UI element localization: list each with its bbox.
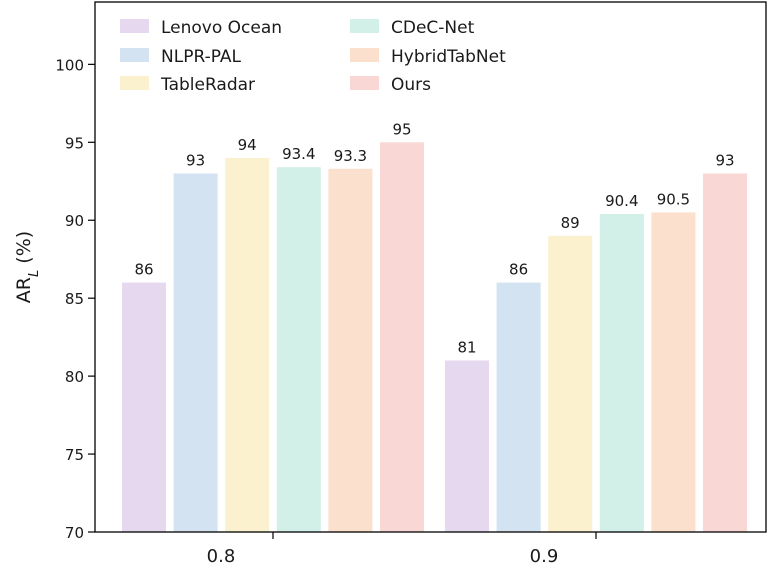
bar xyxy=(328,168,373,532)
legend-swatch xyxy=(350,76,379,90)
x-tick-label: 0.9 xyxy=(530,546,559,567)
bar xyxy=(599,214,644,532)
y-axis-label-sub: L xyxy=(27,270,42,277)
bar-value-label: 86 xyxy=(134,261,153,279)
legend-label: CDeC-Net xyxy=(391,18,475,38)
bar-value-label: 90.4 xyxy=(605,192,638,210)
plot-frame xyxy=(94,1,767,533)
legend-label: HybridTabNet xyxy=(391,47,506,67)
bar-value-label: 93.4 xyxy=(282,145,315,163)
legend-label: NLPR-PAL xyxy=(161,47,241,67)
bar-value-label: 95 xyxy=(392,120,411,138)
y-tick-label: 90 xyxy=(65,212,84,230)
y-axis: 70 75 80 85 90 95 100 xyxy=(55,56,95,542)
y-axis-label-main: AR xyxy=(13,277,35,303)
legend-label: TableRadar xyxy=(160,75,255,95)
bar-value-label: 89 xyxy=(561,214,580,232)
bar-value-label: 81 xyxy=(457,339,476,357)
bar xyxy=(225,157,270,532)
legend: Lenovo Ocean NLPR-PAL TableRadar CDeC-Net Hy… xyxy=(120,18,506,95)
x-axis: 0.8 0.9 xyxy=(207,532,597,567)
x-tick-label: 0.8 xyxy=(207,546,236,567)
bar xyxy=(380,142,424,532)
y-tick-label: 85 xyxy=(65,290,84,308)
bars-layer xyxy=(122,142,747,533)
y-tick-label: 95 xyxy=(65,134,84,152)
bar-value-label: 93.3 xyxy=(334,147,367,165)
value-labels-layer: 86 93 94 93.4 93.3 95 81 86 89 90.4 90.5 93 xyxy=(134,120,734,356)
legend-label: Ours xyxy=(391,75,431,95)
legend-swatch xyxy=(350,48,379,62)
bar xyxy=(276,167,321,532)
legend-swatch xyxy=(120,76,149,90)
legend-swatch xyxy=(120,48,149,62)
legend-swatch xyxy=(120,19,149,33)
bar xyxy=(445,360,489,532)
bar xyxy=(703,173,747,532)
bar xyxy=(122,282,166,532)
y-tick-label: 100 xyxy=(55,56,84,74)
bar xyxy=(548,235,593,532)
legend-swatch xyxy=(350,19,379,33)
y-tick-label: 80 xyxy=(65,368,84,386)
bar xyxy=(496,282,541,532)
y-tick-label: 75 xyxy=(65,446,84,464)
bar xyxy=(173,173,218,532)
y-axis-label-tail: (%) xyxy=(13,231,35,270)
bar-value-label: 93 xyxy=(715,151,734,169)
bar xyxy=(651,212,696,533)
y-axis-label: ARL (%) xyxy=(13,231,42,303)
bar-value-label: 94 xyxy=(238,136,257,154)
bar-value-label: 86 xyxy=(509,261,528,279)
legend-label: Lenovo Ocean xyxy=(161,18,282,38)
bar-value-label: 90.5 xyxy=(657,190,690,208)
bar-value-label: 93 xyxy=(186,151,205,169)
y-tick-label: 70 xyxy=(65,524,84,542)
